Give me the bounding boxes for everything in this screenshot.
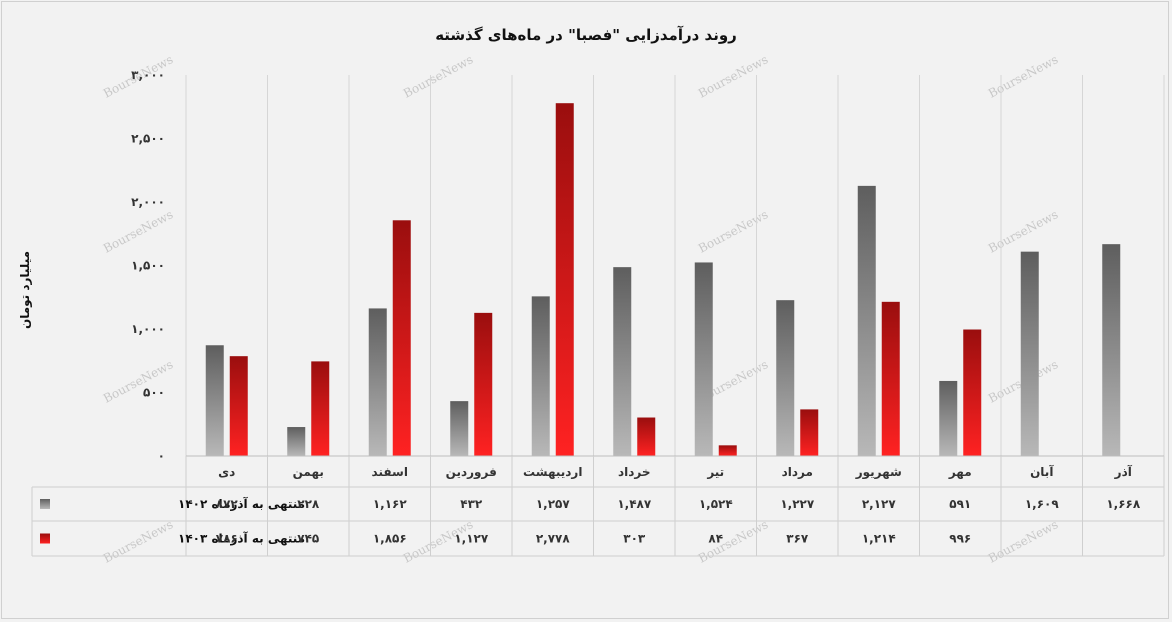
data-label: ۱,۲۲۷ [780, 497, 815, 511]
data-label: ۲,۱۲۷ [862, 497, 897, 511]
data-label: ۲,۷۷۸ [536, 532, 571, 546]
legend-swatch [40, 499, 50, 509]
x-tick-label: مرداد [782, 465, 813, 479]
bar-1402 [1020, 251, 1039, 456]
data-label: ۸۴ [708, 532, 723, 546]
x-tick-label: شهریور [855, 465, 902, 480]
data-label: ۱,۱۶۲ [373, 497, 408, 511]
x-tick-label: دی [218, 465, 235, 479]
x-tick-label: اردیبهشت [523, 465, 582, 479]
data-label: ۱,۱۲۷ [454, 532, 489, 546]
bar-1402 [450, 401, 469, 456]
bar-1402 [857, 185, 876, 456]
y-tick-label: ۲,۰۰۰ [131, 195, 165, 209]
bar-1403 [555, 103, 574, 456]
y-tick-label: ۱,۵۰۰ [131, 259, 165, 273]
data-label: ۳۰۳ [623, 532, 646, 546]
legend-swatch [40, 533, 50, 544]
watermark-text: BourseNews [101, 207, 175, 255]
bar-1402 [205, 345, 224, 456]
bar-1403 [718, 445, 737, 456]
legend-entry: منتهی به آذرماه ۱۴۰۲ [178, 496, 305, 511]
y-tick-label: ۳,۰۰۰ [131, 68, 165, 82]
x-tick-label: بهمن [293, 465, 324, 479]
bar-1403 [474, 312, 493, 456]
data-label: ۷۸۶ [216, 532, 238, 546]
x-tick-label: مهر [948, 465, 972, 479]
data-label: ۱,۶۰۹ [1025, 497, 1060, 511]
bar-1403 [963, 329, 982, 456]
data-label: ۱,۸۵۶ [373, 532, 407, 546]
y-tick-label: ۱,۰۰۰ [131, 322, 165, 336]
x-tick-label: اسفند [372, 465, 408, 479]
x-tick-label: فروردین [446, 465, 497, 480]
data-label: ۱,۵۲۴ [699, 497, 733, 511]
data-label: ۷۴۵ [297, 532, 319, 546]
data-label: ۲۲۸ [297, 497, 320, 511]
bar-1402 [776, 300, 795, 456]
bar-1403 [800, 409, 819, 456]
data-label: ۵۹۱ [949, 497, 971, 511]
watermark-text: BourseNews [986, 52, 1060, 100]
legend-entry: منتهی به آذرماه ۱۴۰۳ [178, 531, 305, 546]
watermark-text: BourseNews [696, 517, 770, 565]
bar-1403 [229, 356, 248, 456]
bar-1403 [637, 417, 656, 456]
watermark-text: BourseNews [696, 207, 770, 255]
data-label: ۱,۲۱۴ [862, 532, 896, 546]
x-tick-label: تیر [706, 465, 724, 479]
bar-1402 [613, 267, 632, 456]
y-tick-label: ۰ [158, 449, 165, 463]
watermark-text: BourseNews [696, 52, 770, 100]
watermark-text: BourseNews [986, 207, 1060, 255]
bar-1402 [368, 308, 387, 456]
x-tick-label: خرداد [618, 465, 651, 479]
chart-title: روند درآمدزایی "فصبا" در ماه‌های گذشته [435, 26, 737, 44]
data-label: ۱,۲۵۷ [536, 497, 571, 511]
watermark-text: BourseNews [101, 517, 175, 565]
x-tick-label: آبان [1030, 464, 1054, 479]
bar-1402 [531, 296, 550, 456]
bar-1403 [392, 220, 411, 456]
data-label: ۸۷۲ [216, 497, 239, 511]
data-label: ۱,۶۶۸ [1106, 497, 1141, 511]
bar-1402 [939, 380, 958, 456]
data-label: ۱,۴۸۷ [617, 497, 652, 511]
data-label: ۴۳۲ [460, 497, 483, 511]
bar-1402 [1102, 244, 1121, 456]
bar-1402 [287, 427, 306, 456]
y-tick-label: ۲,۵۰۰ [131, 132, 165, 146]
y-tick-label: ۵۰۰ [143, 386, 165, 400]
bar-1402 [694, 262, 713, 456]
watermark-text: BourseNews [401, 52, 475, 100]
bar-1403 [311, 361, 330, 456]
x-tick-label: آذر [1114, 464, 1133, 479]
watermark-text: BourseNews [986, 517, 1060, 565]
bar-1403 [881, 301, 900, 456]
data-label: ۹۹۶ [949, 532, 971, 546]
data-label: ۳۶۷ [786, 532, 809, 546]
